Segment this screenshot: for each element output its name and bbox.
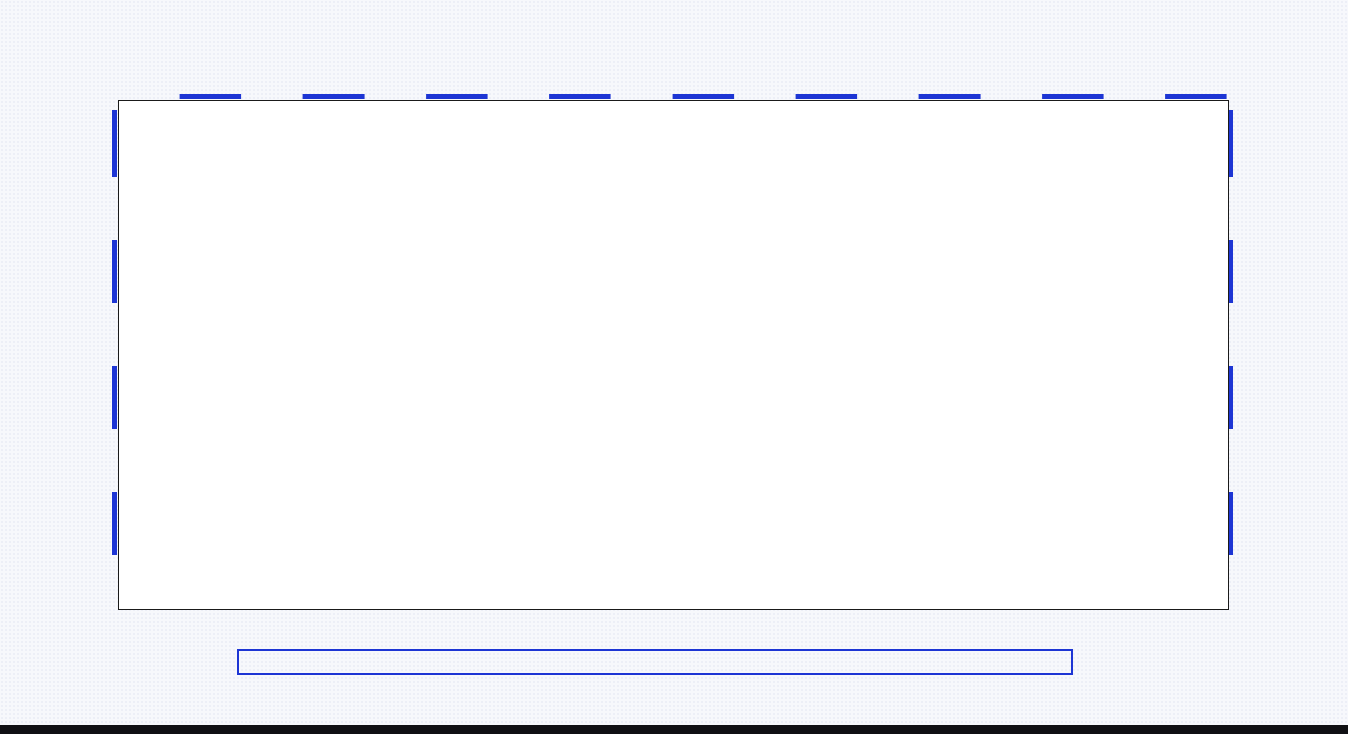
axis-band-top	[118, 94, 1227, 99]
sst-anomaly-ocean-canvas	[119, 101, 1228, 609]
axis-band-right	[1228, 100, 1233, 608]
land-and-graticule-overlay	[119, 101, 1228, 609]
colorbar	[237, 649, 1073, 675]
axis-band-left	[112, 100, 117, 608]
map-frame	[118, 100, 1229, 610]
footer-bar	[0, 725, 1348, 734]
